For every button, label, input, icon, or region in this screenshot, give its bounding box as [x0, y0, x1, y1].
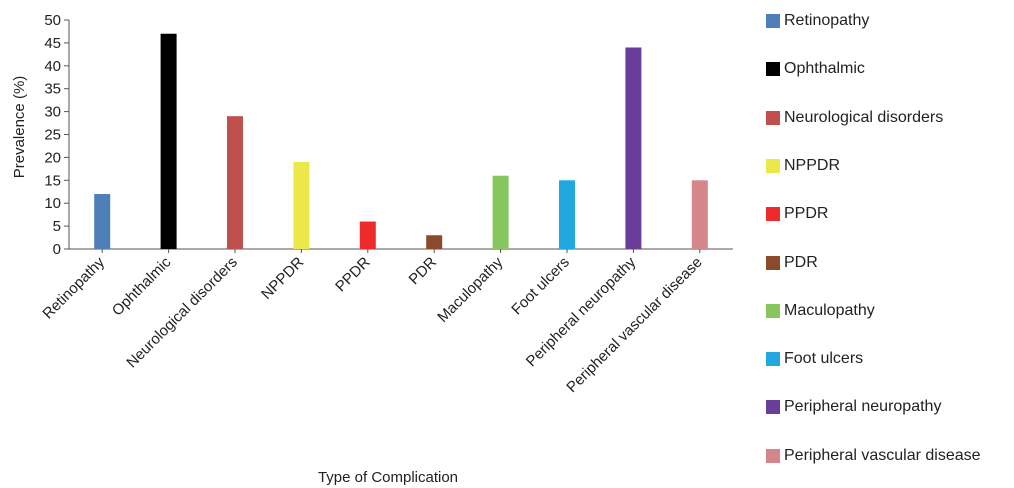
bar	[94, 194, 111, 249]
legend-swatch	[766, 303, 780, 318]
legend-label: NPPDR	[784, 156, 841, 174]
bar	[492, 175, 509, 249]
bar-chart: 0 5 10 15 20 25 30 35 40 45 50 Retinopathy Ophthalm…	[11, 12, 733, 486]
legend-label: Ophthalmic	[784, 60, 865, 78]
legend-item: PDR	[766, 253, 818, 273]
legend-label: Retinopathy	[784, 12, 870, 29]
bar	[227, 116, 243, 250]
legend-swatch	[766, 255, 780, 270]
legend-swatch	[766, 352, 780, 367]
legend-label: Neurological disorders	[784, 108, 944, 126]
y-tick-label: 10	[44, 195, 61, 212]
bars	[94, 33, 708, 250]
legend: Retinopathy Ophthalmic Neurological disord…	[766, 0, 1014, 488]
y-tick-label: 30	[44, 104, 61, 121]
y-axis: 0 5 10 15 20 25 30 35 40 45 50	[44, 12, 70, 258]
y-tick-label: 5	[53, 218, 61, 235]
y-tick-label: 25	[44, 127, 61, 144]
x-tick-label: Foot ulcers	[508, 254, 572, 318]
legend-item: Retinopathy	[766, 11, 869, 31]
bar	[559, 180, 575, 249]
legend-label: PPDR	[784, 205, 829, 223]
y-tick-label: 50	[44, 12, 61, 29]
legend-swatch	[766, 448, 780, 463]
bar	[359, 221, 376, 249]
bar	[426, 235, 443, 249]
legend-label: Peripheral vascular disease	[784, 446, 981, 464]
legend-item: Peripheral vascular disease	[766, 446, 981, 466]
legend-item: Foot ulcers	[766, 349, 863, 369]
y-tick-label: 40	[44, 58, 61, 75]
legend-item: Ophthalmic	[766, 59, 865, 79]
bar	[691, 180, 708, 249]
bar	[160, 33, 177, 249]
legend-item: Neurological disorders	[766, 108, 943, 128]
x-tick-label: Peripheral neuropathy	[523, 253, 640, 370]
legend-swatch	[766, 62, 780, 77]
legend-item: Peripheral neuropathy	[766, 397, 941, 417]
x-tick-label: Peripheral vascular disease	[563, 254, 705, 396]
y-tick-label: 0	[53, 241, 61, 258]
y-axis-title: Prevalence (%)	[11, 76, 28, 179]
y-tick-label: 35	[44, 81, 61, 98]
legend-label: Maculopathy	[784, 301, 875, 319]
x-tick-label: Retinopathy	[39, 253, 108, 322]
bar	[625, 47, 642, 250]
legend-label: PDR	[784, 253, 818, 271]
legend-item: PPDR	[766, 204, 828, 224]
x-tick-label: PDR	[406, 254, 441, 289]
x-tick-label: PPDR	[332, 254, 374, 296]
x-tick-label: Neurological disorders	[123, 254, 241, 372]
x-tick-label: Maculopathy	[434, 253, 507, 326]
legend-swatch	[766, 158, 780, 173]
legend-label: Foot ulcers	[784, 350, 864, 368]
legend-swatch	[766, 207, 780, 222]
legend-label: Peripheral neuropathy	[784, 398, 942, 416]
legend-swatch	[766, 400, 780, 415]
x-axis-title: Type of Complication	[318, 469, 458, 486]
legend-item: Maculopathy	[766, 301, 875, 321]
bar	[293, 161, 310, 249]
x-tick-label: Ophthalmic	[109, 253, 175, 319]
x-tick-label: NPPDR	[258, 254, 307, 303]
legend-item: NPPDR	[766, 156, 840, 176]
y-tick-label: 20	[44, 149, 61, 166]
legend-swatch	[766, 110, 780, 125]
y-tick-label: 15	[44, 172, 61, 189]
y-tick-label: 45	[44, 35, 61, 52]
legend-swatch	[766, 14, 780, 28]
